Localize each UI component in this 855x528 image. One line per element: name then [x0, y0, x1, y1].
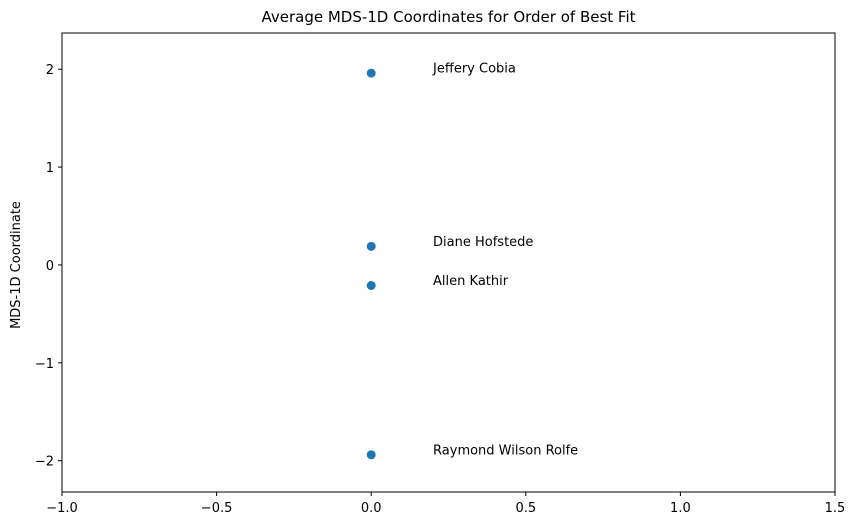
x-tick-label: −1.0	[46, 501, 78, 516]
data-point	[366, 241, 376, 251]
chart-title: Average MDS-1D Coordinates for Order of …	[261, 8, 635, 26]
point-label: Raymond Wilson Rolfe	[433, 443, 578, 458]
point-label: Allen Kathir	[433, 274, 509, 289]
y-tick-label: 1	[46, 161, 54, 176]
x-tick-label: −0.5	[201, 501, 233, 516]
plot-frame	[61, 32, 836, 493]
x-tick-label: 1.5	[825, 501, 846, 516]
data-point	[366, 450, 376, 460]
x-tick-label: 0.5	[515, 501, 536, 516]
y-tick-label: 2	[46, 63, 54, 78]
y-axis-label: MDS-1D Coordinate	[9, 201, 24, 329]
point-label: Diane Hofstede	[433, 235, 533, 250]
y-tick-label: 0	[46, 259, 54, 274]
point-label: Jeffery Cobia	[432, 62, 516, 77]
y-tick-label: −2	[35, 455, 54, 470]
y-tick-label: −1	[35, 357, 54, 372]
plot-area: −1.0 −0.5 0.0 0.5 1.0 1.5 −2 −1 0 1 2 Jeffery Cobia…	[35, 62, 846, 516]
x-tick-label: 0.0	[361, 501, 382, 516]
x-tick-label: 1.0	[670, 501, 691, 516]
data-point	[366, 68, 376, 78]
data-point	[366, 280, 376, 290]
